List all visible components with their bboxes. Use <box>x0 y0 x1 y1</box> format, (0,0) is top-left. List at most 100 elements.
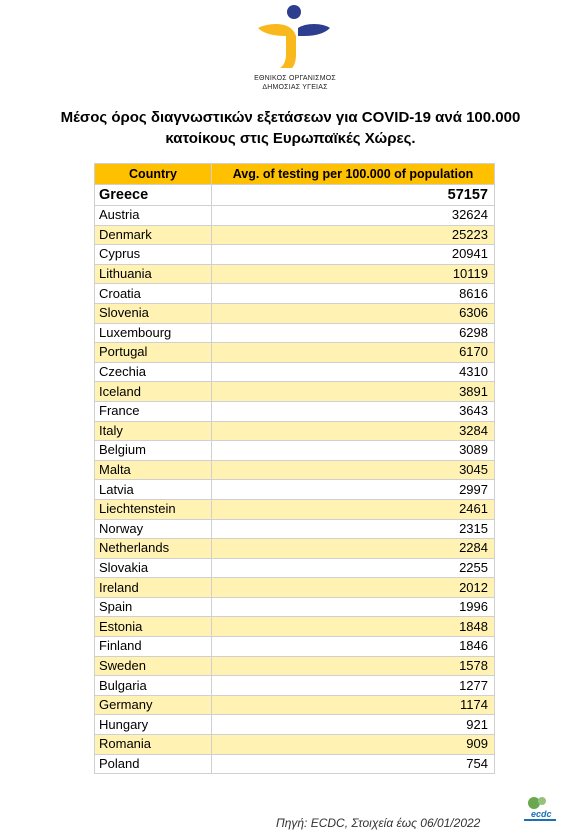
value-cell: 1578 <box>211 655 495 677</box>
value-cell: 1174 <box>211 694 495 716</box>
country-cell: Sweden <box>94 655 212 677</box>
table-row: Poland 754 <box>94 753 495 775</box>
org-name-line2: ΔΗΜΟΣΙΑΣ ΥΓΕΙΑΣ <box>262 84 328 91</box>
value-cell: 4310 <box>211 361 495 383</box>
table-row: Latvia 2997 <box>94 479 495 500</box>
value-cell: 2255 <box>211 557 495 579</box>
table-row: Portugal 6170 <box>94 342 495 363</box>
country-cell: Luxembourg <box>94 322 212 344</box>
country-cell: Denmark <box>94 224 212 246</box>
country-cell: Belgium <box>94 440 212 461</box>
table-row: Netherlands 2284 <box>94 538 495 559</box>
value-cell: 2997 <box>211 479 495 500</box>
value-cell: 754 <box>211 753 495 775</box>
table-row: Luxembourg 6298 <box>94 322 495 344</box>
table-row: Slovakia 2255 <box>94 557 495 579</box>
country-cell: Czechia <box>94 361 212 383</box>
country-cell: Austria <box>94 205 212 226</box>
country-cell: Portugal <box>94 342 212 363</box>
country-cell: Ireland <box>94 577 212 598</box>
country-cell: Italy <box>94 420 212 442</box>
value-cell: 1848 <box>211 616 495 638</box>
country-cell: Estonia <box>94 616 212 638</box>
table-row: Germany 1174 <box>94 694 495 716</box>
value-cell: 1277 <box>211 675 495 696</box>
value-cell: 3643 <box>211 400 495 422</box>
table-row: Lithuania 10119 <box>94 263 495 285</box>
country-cell: Lithuania <box>94 263 212 285</box>
value-cell: 10119 <box>211 263 495 285</box>
value-cell: 909 <box>211 734 495 755</box>
value-cell: 3045 <box>211 459 495 481</box>
country-cell: Latvia <box>94 479 212 500</box>
table-row: Iceland 3891 <box>94 381 495 402</box>
value-cell: 2315 <box>211 518 495 540</box>
table-row: France 3643 <box>94 400 495 422</box>
country-cell: Croatia <box>94 283 212 304</box>
country-cell: Slovakia <box>94 557 212 579</box>
country-cell: Norway <box>94 518 212 540</box>
value-cell: 3891 <box>211 381 495 402</box>
country-cell: Finland <box>94 636 212 657</box>
table-row: Croatia 8616 <box>94 283 495 304</box>
country-cell: Iceland <box>94 381 212 402</box>
page-title-line1: Μέσος όρος διαγνωστικών εξετάσεων για CO… <box>60 109 521 126</box>
value-cell: 3284 <box>211 420 495 442</box>
org-name-line1: ΕΘΝΙΚΟΣ ΟΡΓΑΝΙΣΜΟΣ <box>254 75 336 82</box>
testing-table: Country Avg. of testing per 100.000 of p… <box>94 163 495 775</box>
page-title-line2: κατοίκους στις Ευρωπαϊκές Χώρες. <box>165 130 416 147</box>
table-row: Norway 2315 <box>94 518 495 540</box>
table-row: Cyprus 20941 <box>94 244 495 265</box>
table-row: Belgium 3089 <box>94 440 495 461</box>
table-row: Greece 57157 <box>94 184 495 206</box>
table-row: Denmark 25223 <box>94 224 495 246</box>
value-cell: 25223 <box>211 224 495 246</box>
ecdc-logo-icon <box>524 797 556 821</box>
value-cell: 6170 <box>211 342 495 363</box>
table-header-row: Country Avg. of testing per 100.000 of p… <box>94 163 495 185</box>
table-row: Czechia 4310 <box>94 361 495 383</box>
value-cell: 3089 <box>211 440 495 461</box>
table-row: Spain 1996 <box>94 596 495 618</box>
value-cell: 32624 <box>211 205 495 226</box>
source-note: Πηγή: ECDC, Στοιχεία έως 06/01/2022 <box>276 816 481 830</box>
value-cell: 6306 <box>211 302 495 324</box>
country-cell: Greece <box>94 184 212 206</box>
country-cell: Poland <box>94 753 212 775</box>
table-row: Bulgaria 1277 <box>94 675 495 696</box>
value-cell: 1846 <box>211 636 495 657</box>
table-row: Ireland 2012 <box>94 577 495 598</box>
table-row: Estonia 1848 <box>94 616 495 638</box>
value-cell: 20941 <box>211 244 495 265</box>
table-row: Liechtenstein 2461 <box>94 498 495 520</box>
value-cell: 1996 <box>211 596 495 618</box>
value-cell: 57157 <box>211 184 495 206</box>
table-row: Italy 3284 <box>94 420 495 442</box>
country-cell: Malta <box>94 459 212 481</box>
table-row: Sweden 1578 <box>94 655 495 677</box>
country-cell: Romania <box>94 734 212 755</box>
country-cell: Spain <box>94 596 212 618</box>
country-cell: Slovenia <box>94 302 212 324</box>
table-row: Hungary 921 <box>94 714 495 736</box>
eody-logo <box>252 2 336 96</box>
ecdc-logo: ecdc <box>520 795 560 829</box>
table-row: Malta 3045 <box>94 459 495 481</box>
table-row: Slovenia 6306 <box>94 302 495 324</box>
value-cell: 921 <box>211 714 495 736</box>
country-cell: Cyprus <box>94 244 212 265</box>
table-row: Finland 1846 <box>94 636 495 657</box>
value-cell: 8616 <box>211 283 495 304</box>
country-cell: France <box>94 400 212 422</box>
ecdc-logo-text: ecdc <box>531 809 552 819</box>
country-cell: Netherlands <box>94 538 212 559</box>
country-cell: Bulgaria <box>94 675 212 696</box>
table-row: Romania 909 <box>94 734 495 755</box>
value-cell: 2284 <box>211 538 495 559</box>
eody-logo-icon <box>258 5 330 68</box>
table-row: Austria 32624 <box>94 205 495 226</box>
country-cell: Germany <box>94 694 212 716</box>
value-cell: 2461 <box>211 498 495 520</box>
value-cell: 2012 <box>211 577 495 598</box>
country-cell: Hungary <box>94 714 212 736</box>
